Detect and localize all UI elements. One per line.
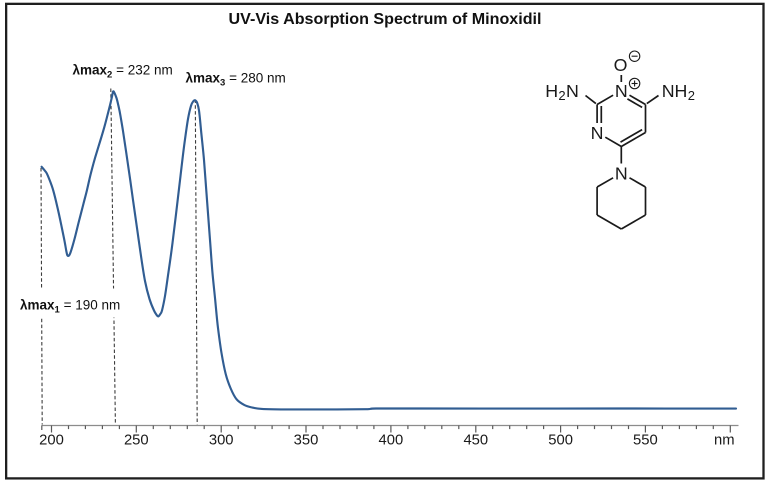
svg-text:300: 300 — [209, 433, 234, 449]
svg-text:λmax2 = 232 nm: λmax2 = 232 nm — [73, 63, 173, 81]
svg-text:λmax1 = 190 nm: λmax1 = 190 nm — [20, 298, 120, 316]
svg-text:H2N: H2N — [545, 81, 579, 103]
svg-text:450: 450 — [463, 433, 488, 449]
svg-text:N: N — [591, 123, 604, 143]
svg-text:200: 200 — [39, 433, 64, 449]
svg-text:350: 350 — [294, 433, 319, 449]
svg-text:NH2: NH2 — [662, 81, 695, 103]
svg-text:N: N — [615, 163, 628, 183]
svg-text:N: N — [615, 81, 628, 101]
svg-text:500: 500 — [548, 433, 573, 449]
svg-text:400: 400 — [379, 433, 404, 449]
svg-text:UV-Vis Absorption Spectrum of: UV-Vis Absorption Spectrum of Minoxidil — [229, 10, 542, 28]
svg-text:550: 550 — [633, 433, 658, 449]
svg-text:O: O — [614, 55, 628, 75]
svg-text:λmax3 = 280 nm: λmax3 = 280 nm — [186, 71, 286, 89]
svg-text:250: 250 — [124, 433, 149, 449]
svg-text:nm: nm — [714, 433, 735, 449]
